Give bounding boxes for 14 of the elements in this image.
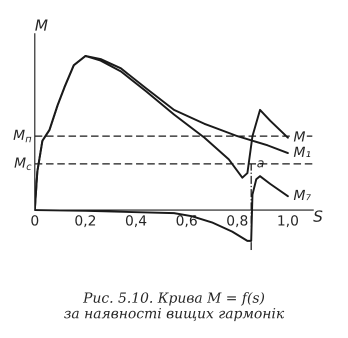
x-tick-label: 1,0 bbox=[278, 215, 298, 228]
ref-line-label: M$_{с}$ bbox=[14, 158, 32, 170]
text: Рис. 5.10. Крива M = f(s) за наявності вищих гармонік bbox=[64, 292, 284, 322]
series-label: M₇ bbox=[294, 190, 311, 200]
y-axis-title: M bbox=[35, 19, 48, 31]
ref-line-label: M$_{п}$ bbox=[14, 130, 32, 142]
x-axis-title: S bbox=[313, 210, 322, 222]
series-label: M bbox=[294, 131, 306, 142]
x-tick-label: 0,2 bbox=[75, 215, 96, 228]
series-label: M₁ bbox=[294, 146, 310, 157]
x-tick-label: 0,4 bbox=[126, 215, 146, 228]
x-tick-label: 0,8 bbox=[227, 215, 248, 228]
x-tick-label: 0,6 bbox=[176, 215, 197, 228]
x-tick-label: 0 bbox=[31, 215, 38, 226]
